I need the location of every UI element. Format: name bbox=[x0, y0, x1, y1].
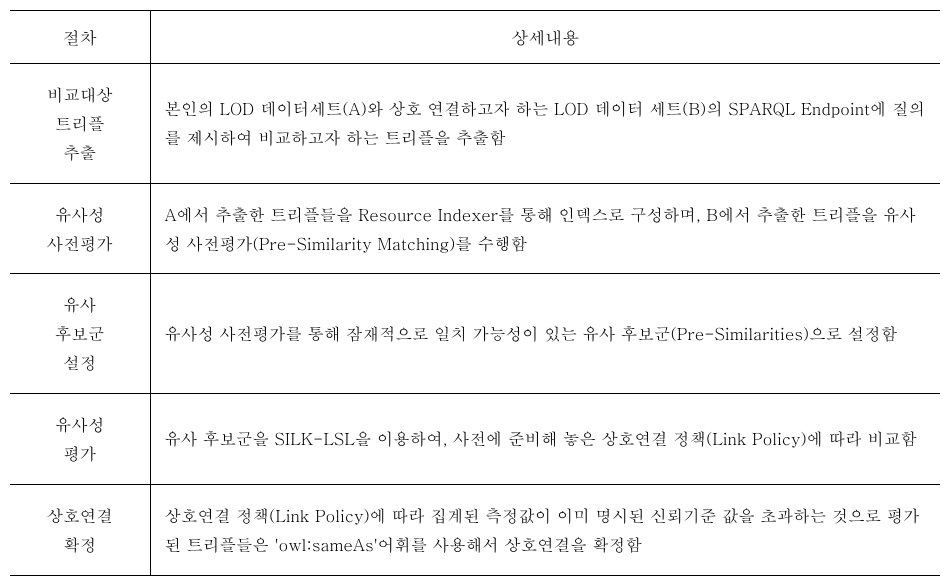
procedure-table: 절차 상세내용 비교대상 트리플 추출 본인의 LOD 데이터세트(A)와 상호… bbox=[10, 10, 940, 576]
table-row: 유사 후보군 설정 유사성 사전평가를 통해 잠재적으로 일치 가능성이 있는 … bbox=[10, 274, 940, 394]
procedure-line: 확정 bbox=[63, 532, 96, 556]
table-row: 유사성 사전평가 A에서 추출한 트리플들을 Resource Indexer를… bbox=[10, 183, 940, 274]
procedure-cell: 유사성 평가 bbox=[10, 394, 150, 485]
procedure-cell: 비교대상 트리플 추출 bbox=[10, 64, 150, 184]
procedure-line: 사전평가 bbox=[47, 231, 113, 255]
detail-cell: A에서 추출한 트리플들을 Resource Indexer를 통해 인덱스로 … bbox=[150, 183, 940, 274]
table-row: 비교대상 트리플 추출 본인의 LOD 데이터세트(A)와 상호 연결하고자 하… bbox=[10, 64, 940, 184]
procedure-line: 추출 bbox=[63, 140, 96, 164]
procedure-line: 유사 bbox=[63, 292, 96, 316]
procedure-line: 평가 bbox=[63, 441, 96, 465]
detail-cell: 본인의 LOD 데이터세트(A)와 상호 연결하고자 하는 LOD 데이터 세트… bbox=[150, 64, 940, 184]
procedure-line: 비교대상 bbox=[47, 82, 113, 106]
table-row: 유사성 평가 유사 후보군을 SILK-LSL을 이용하여, 사전에 준비해 놓… bbox=[10, 394, 940, 485]
procedure-line: 설정 bbox=[63, 350, 96, 374]
table-body: 비교대상 트리플 추출 본인의 LOD 데이터세트(A)와 상호 연결하고자 하… bbox=[10, 64, 940, 576]
procedure-line: 상호연결 bbox=[47, 503, 113, 527]
detail-cell: 유사성 사전평가를 통해 잠재적으로 일치 가능성이 있는 유사 후보군(Pre… bbox=[150, 274, 940, 394]
procedure-cell: 유사 후보군 설정 bbox=[10, 274, 150, 394]
detail-cell: 상호연결 정책(Link Policy)에 따라 집계된 측정값이 이미 명시된… bbox=[150, 484, 940, 575]
column-header-procedure: 절차 bbox=[10, 11, 150, 64]
procedure-cell: 유사성 사전평가 bbox=[10, 183, 150, 274]
table-row: 상호연결 확정 상호연결 정책(Link Policy)에 따라 집계된 측정값… bbox=[10, 484, 940, 575]
table-header-row: 절차 상세내용 bbox=[10, 11, 940, 64]
detail-cell: 유사 후보군을 SILK-LSL을 이용하여, 사전에 준비해 놓은 상호연결 … bbox=[150, 394, 940, 485]
procedure-cell: 상호연결 확정 bbox=[10, 484, 150, 575]
column-header-detail: 상세내용 bbox=[150, 11, 940, 64]
procedure-line: 유사성 bbox=[55, 202, 105, 226]
procedure-line: 후보군 bbox=[55, 321, 105, 345]
procedure-line: 유사성 bbox=[55, 412, 105, 436]
procedure-line: 트리플 bbox=[55, 111, 105, 135]
